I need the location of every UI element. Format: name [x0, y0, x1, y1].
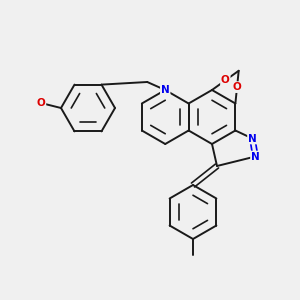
Text: N: N — [248, 134, 257, 143]
Text: O: O — [37, 98, 45, 108]
Text: O: O — [233, 82, 242, 92]
Text: N: N — [161, 85, 170, 95]
Text: O: O — [221, 75, 230, 85]
Text: N: N — [251, 152, 260, 161]
